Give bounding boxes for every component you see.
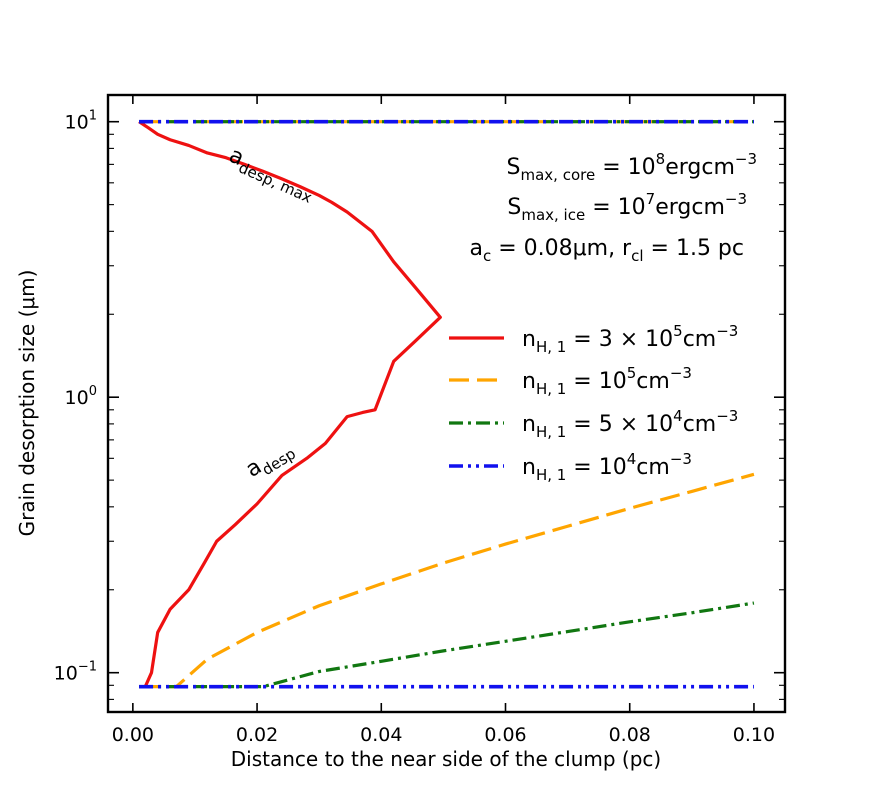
legend-label-2: nH, 1 = 5 × 104cm−3 (522, 407, 738, 441)
legend-label-3: nH, 1 = 104cm−3 (522, 450, 692, 484)
series-line-0-0 (138, 120, 442, 688)
legend-label-0: nH, 1 = 3 × 105cm−3 (522, 322, 738, 356)
legend-label-1: nH, 1 = 105cm−3 (522, 364, 692, 398)
curve-label-adesp: adesp (242, 435, 299, 486)
x-axis-label: Distance to the near side of the clump (… (231, 747, 661, 771)
series-line-2-1 (139, 601, 755, 689)
series-line-1-1 (139, 472, 755, 689)
x-tick-label: 0.04 (360, 724, 402, 746)
plot-frame (106, 93, 787, 714)
y-tick-label: 100 (65, 384, 97, 409)
x-tick-label: 0.06 (484, 724, 526, 746)
curve-label-adesp-max: adesp, max (224, 143, 320, 207)
tick-labels: 0.00 0.02 0.04 0.06 0.08 0.10 10−1 100 101 (54, 109, 775, 746)
y-tick-label: 101 (65, 109, 97, 134)
x-tick-label: 0.10 (733, 724, 775, 746)
y-tick-label: 10−1 (54, 660, 97, 685)
annotation-smax-core: Smax, core = 108ergcm−3 (507, 150, 757, 184)
legend: nH, 1 = 3 × 105cm−3 nH, 1 = 105cm−3 nH, … (449, 322, 738, 484)
y-axis-label: Grain desorption size (μm) (15, 270, 39, 537)
x-tick-label: 0.00 (112, 724, 154, 746)
series-layer (138, 119, 755, 689)
x-tick-label: 0.02 (236, 724, 278, 746)
major-ticks (108, 95, 785, 712)
annotation-ac-rcl: ac = 0.08μm, rcl = 1.5 pc (470, 236, 745, 265)
x-tick-label: 0.08 (609, 724, 651, 746)
annotation-smax-ice: Smax, ice = 107ergcm−3 (507, 190, 747, 224)
